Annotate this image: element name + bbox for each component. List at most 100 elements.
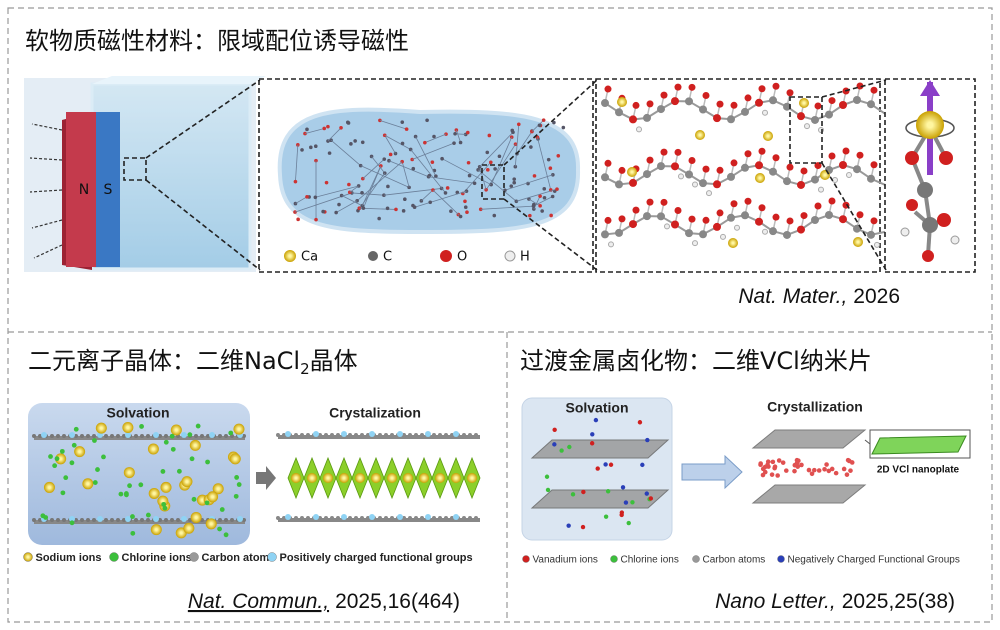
atom: [561, 125, 566, 130]
atom: [629, 178, 637, 187]
atom: [305, 195, 309, 199]
bond: [304, 128, 325, 134]
ion: [809, 471, 815, 477]
atom: [867, 174, 875, 183]
atom: [604, 216, 612, 224]
atom: [541, 118, 546, 122]
atom: [856, 82, 864, 90]
atom: [950, 235, 960, 245]
atom: [800, 212, 808, 220]
atom: [814, 102, 822, 110]
ion: [792, 468, 797, 474]
atom: [465, 130, 470, 135]
atom: [305, 127, 309, 132]
ion: [339, 473, 349, 483]
atom: [828, 152, 836, 160]
ion: [228, 430, 234, 436]
atom: [853, 165, 861, 174]
ion: [812, 467, 817, 473]
atom: [474, 433, 478, 437]
atom: [324, 516, 328, 520]
atom: [800, 167, 808, 175]
atom: [512, 177, 517, 181]
atom: [384, 433, 388, 437]
atom: [170, 518, 174, 522]
functional-group: [425, 431, 431, 437]
atom: [755, 161, 763, 170]
ion: [559, 448, 564, 453]
ion: [451, 473, 461, 483]
atom: [870, 161, 878, 169]
atom: [699, 230, 707, 239]
atom: [762, 109, 768, 116]
ion: [176, 468, 182, 474]
atom: [727, 115, 735, 124]
atom: [276, 516, 280, 520]
ion: [205, 518, 217, 530]
citation-detail: 2025,16(464): [335, 590, 460, 613]
ion: [54, 456, 60, 462]
ion: [552, 427, 557, 433]
atom: [412, 205, 417, 210]
ion: [234, 475, 240, 480]
atom: [388, 152, 393, 157]
atom: [797, 180, 805, 189]
atom: [769, 227, 777, 236]
atom: [487, 133, 492, 138]
journal: Nano Letter.,: [715, 590, 836, 613]
ion: [92, 480, 98, 485]
atom: [164, 518, 168, 522]
atom: [772, 154, 780, 162]
atom: [688, 83, 696, 91]
atom: [32, 518, 36, 522]
legend-swatch: [440, 250, 452, 262]
citation: Nat. Mater., 2026: [738, 285, 900, 308]
atom: [692, 181, 698, 188]
legend-swatch: [189, 552, 199, 562]
carbon-sheet: [751, 484, 867, 504]
ion: [139, 424, 144, 429]
atom: [56, 434, 60, 438]
ion: [580, 524, 586, 530]
atom: [146, 518, 150, 522]
atom: [468, 433, 472, 437]
atom: [324, 180, 329, 185]
atom: [453, 131, 457, 136]
subscript: 2: [300, 360, 310, 378]
atom: [548, 166, 553, 171]
atom: [556, 153, 561, 158]
bond: [455, 129, 461, 143]
atom: [474, 516, 478, 520]
ion: [648, 496, 654, 501]
atom: [313, 195, 318, 200]
atom: [905, 151, 919, 165]
functional-group: [369, 514, 375, 520]
ion: [371, 473, 381, 483]
field-lines: [29, 123, 63, 259]
atom-legend: Ca C O H: [284, 250, 530, 265]
functional-group: [313, 431, 319, 437]
spin-arrow-head: [920, 80, 940, 96]
atom: [660, 91, 668, 99]
functional-group: [453, 514, 459, 520]
atom: [492, 213, 497, 218]
functional-group: [341, 514, 347, 520]
atom: [734, 224, 740, 231]
atom: [445, 186, 450, 190]
ion: [783, 468, 789, 473]
title-text: 晶体: [310, 347, 358, 375]
stage-label: Solvation: [106, 405, 169, 421]
atom: [230, 518, 234, 522]
bond: [412, 142, 455, 160]
atom: [224, 518, 228, 522]
atom: [820, 170, 830, 180]
atom: [627, 167, 637, 177]
atom: [636, 126, 642, 133]
bond: [479, 166, 487, 190]
atom: [354, 516, 358, 520]
atom: [811, 215, 819, 224]
atom: [688, 156, 696, 164]
atom: [300, 433, 304, 437]
atom: [360, 433, 364, 437]
